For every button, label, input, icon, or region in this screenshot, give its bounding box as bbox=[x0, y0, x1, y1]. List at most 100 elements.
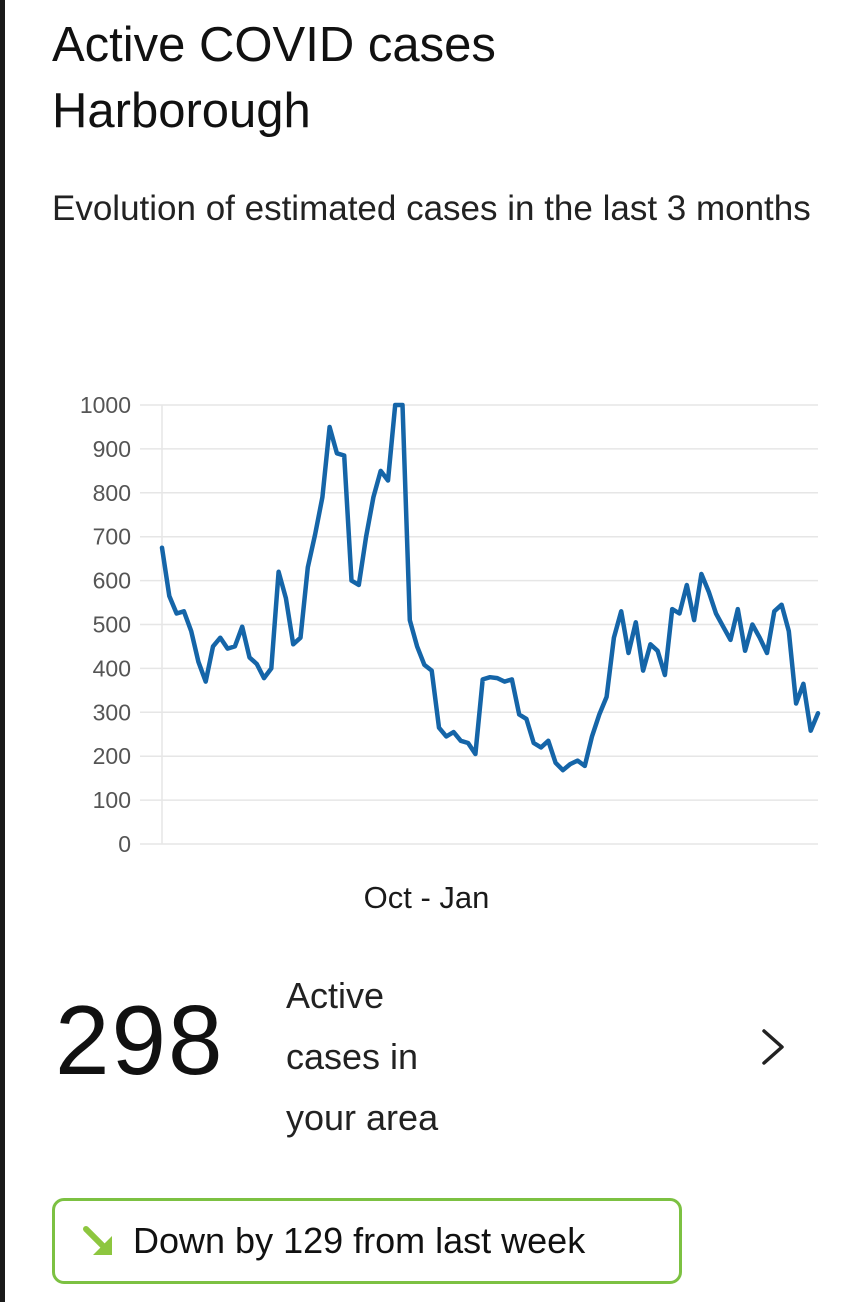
data-point bbox=[656, 649, 659, 652]
data-point bbox=[561, 769, 565, 772]
data-point bbox=[554, 761, 557, 764]
title-line-2: Harborough bbox=[52, 84, 311, 138]
data-point bbox=[233, 645, 237, 648]
y-tick-label: 400 bbox=[93, 655, 131, 681]
data-point bbox=[488, 676, 492, 679]
data-point bbox=[794, 702, 798, 705]
data-point bbox=[379, 469, 382, 473]
data-point bbox=[736, 607, 739, 611]
chart-grid bbox=[140, 404, 818, 845]
data-point bbox=[525, 717, 528, 721]
data-point bbox=[321, 496, 324, 499]
data-point bbox=[729, 638, 732, 642]
active-cases-label-line-3: your area bbox=[286, 1097, 439, 1138]
data-point bbox=[160, 546, 164, 549]
data-point bbox=[430, 669, 433, 672]
data-point bbox=[663, 673, 667, 677]
data-point bbox=[496, 676, 499, 680]
data-point bbox=[641, 669, 645, 672]
data-point bbox=[678, 612, 681, 615]
data-point bbox=[394, 403, 397, 407]
data-point bbox=[299, 636, 302, 639]
data-point bbox=[780, 603, 783, 606]
data-point bbox=[627, 651, 630, 655]
chevron-right-icon[interactable] bbox=[752, 1025, 792, 1069]
data-point bbox=[372, 496, 375, 499]
weekly-trend-badge[interactable]: Down by 129 from last week bbox=[52, 1198, 682, 1284]
y-tick-label: 800 bbox=[93, 480, 131, 506]
x-axis-label: Oct - Jan bbox=[363, 880, 490, 915]
data-point bbox=[802, 682, 805, 685]
data-point bbox=[270, 667, 273, 670]
data-point bbox=[306, 566, 309, 569]
data-point bbox=[649, 643, 652, 646]
title-line-1: Active COVID cases bbox=[52, 18, 496, 72]
data-point bbox=[401, 403, 404, 407]
data-point bbox=[722, 625, 725, 628]
data-point bbox=[809, 729, 812, 732]
data-point bbox=[685, 583, 688, 587]
data-point bbox=[590, 735, 594, 738]
y-axis-ticks: 0 100 200 300 400 500 600 700 800 900 1000 bbox=[80, 392, 131, 857]
data-point bbox=[758, 636, 761, 639]
data-point bbox=[751, 623, 754, 626]
data-point bbox=[634, 621, 637, 624]
data-point bbox=[787, 629, 790, 633]
chart-series bbox=[159, 402, 821, 773]
data-point bbox=[765, 651, 769, 655]
active-cases-label-line-2: cases in bbox=[286, 1036, 419, 1077]
active-cases-label: Active cases in your area bbox=[286, 965, 546, 1148]
data-point bbox=[459, 739, 462, 742]
y-tick-label: 0 bbox=[118, 831, 131, 857]
data-point bbox=[503, 680, 506, 683]
data-point bbox=[328, 425, 331, 429]
data-point bbox=[547, 739, 550, 742]
data-point bbox=[357, 583, 360, 587]
data-point bbox=[816, 712, 820, 715]
data-point bbox=[219, 636, 222, 639]
y-tick-label: 200 bbox=[93, 743, 131, 769]
data-point bbox=[423, 663, 426, 667]
data-point bbox=[452, 730, 455, 734]
data-point bbox=[182, 610, 186, 613]
data-point bbox=[743, 649, 747, 652]
data-point bbox=[510, 678, 514, 681]
series-line-0 bbox=[159, 402, 821, 773]
weekly-trend-text: Down by 129 from last week bbox=[133, 1220, 586, 1261]
page-title: Active COVID cases Harborough bbox=[52, 12, 812, 144]
data-point bbox=[350, 579, 353, 582]
data-point bbox=[518, 713, 521, 716]
arrow-down-right-icon bbox=[83, 1226, 112, 1255]
data-point bbox=[773, 610, 776, 613]
y-tick-label: 900 bbox=[93, 436, 131, 462]
data-point bbox=[211, 645, 215, 648]
data-point bbox=[598, 713, 601, 716]
data-point bbox=[415, 645, 419, 648]
data-point bbox=[284, 597, 288, 600]
y-tick-label: 1000 bbox=[80, 392, 131, 418]
data-point bbox=[474, 752, 477, 756]
data-point bbox=[539, 746, 543, 749]
data-point bbox=[168, 594, 171, 598]
data-point bbox=[292, 643, 295, 646]
data-point bbox=[620, 610, 623, 613]
data-point bbox=[569, 762, 572, 766]
y-tick-label: 100 bbox=[93, 787, 131, 813]
data-point bbox=[707, 590, 710, 593]
y-tick-label: 300 bbox=[93, 699, 131, 725]
data-point bbox=[335, 452, 339, 455]
data-point bbox=[671, 607, 674, 611]
data-point bbox=[313, 533, 317, 536]
data-point bbox=[583, 764, 586, 768]
data-point bbox=[386, 479, 390, 482]
chart-subtitle: Evolution of estimated cases in the last… bbox=[52, 189, 811, 228]
active-cases-count: 298 bbox=[55, 985, 225, 1095]
data-point bbox=[466, 741, 470, 745]
active-cases-label-line-1: Active bbox=[286, 975, 385, 1016]
data-point bbox=[364, 535, 368, 538]
data-point bbox=[190, 629, 193, 633]
data-point bbox=[241, 625, 244, 628]
data-point bbox=[576, 759, 579, 762]
data-point bbox=[692, 618, 696, 622]
data-point bbox=[343, 454, 346, 457]
